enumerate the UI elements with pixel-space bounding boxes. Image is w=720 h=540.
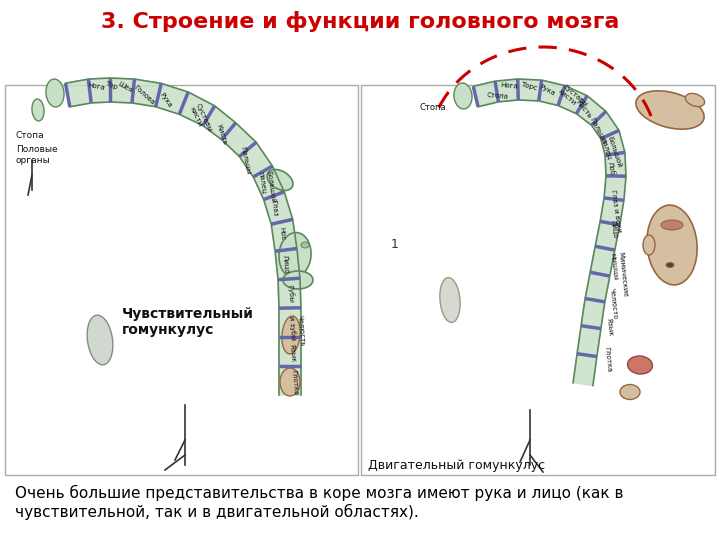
FancyBboxPatch shape <box>5 85 358 475</box>
Text: Пальцы: Пальцы <box>240 146 252 175</box>
Text: Половые
органы: Половые органы <box>16 145 58 165</box>
Ellipse shape <box>685 93 705 106</box>
Ellipse shape <box>636 91 704 129</box>
Ellipse shape <box>267 170 293 191</box>
Text: Тор: Тор <box>104 80 118 90</box>
FancyBboxPatch shape <box>361 85 715 475</box>
Text: 1: 1 <box>391 239 399 252</box>
Text: Голова: Голова <box>133 85 156 106</box>
Text: Нос: Нос <box>278 226 285 240</box>
Text: Глаз: Глаз <box>270 199 278 217</box>
Text: Глаз и веки: Глаз и веки <box>610 189 622 232</box>
Ellipse shape <box>301 242 309 248</box>
Text: Рука: Рука <box>158 92 173 109</box>
Text: Стопа: Стопа <box>16 131 45 139</box>
Text: Стопа: Стопа <box>487 92 509 100</box>
Ellipse shape <box>647 205 697 285</box>
Ellipse shape <box>87 315 113 365</box>
Ellipse shape <box>46 79 64 107</box>
Text: Кисть: Кисть <box>575 99 593 120</box>
Ellipse shape <box>620 384 640 400</box>
Text: Нога: Нога <box>87 82 105 91</box>
Ellipse shape <box>283 271 313 289</box>
Ellipse shape <box>643 235 655 255</box>
Ellipse shape <box>279 233 311 278</box>
Text: Большой
палец: Большой палец <box>600 135 623 170</box>
Ellipse shape <box>628 356 652 374</box>
Text: Глотка: Глотка <box>603 346 611 373</box>
Text: Челюсто: Челюсто <box>608 287 617 320</box>
Text: Торс: Торс <box>520 81 538 91</box>
Polygon shape <box>66 78 301 395</box>
Ellipse shape <box>666 262 674 267</box>
Ellipse shape <box>454 83 472 109</box>
Ellipse shape <box>440 278 460 322</box>
Text: Пальцы: Пальцы <box>589 116 608 144</box>
Text: Суставы
кисти: Суставы кисти <box>557 83 589 113</box>
Text: Двигательный гомункулус: Двигательный гомункулус <box>368 458 545 471</box>
Text: Рука: Рука <box>538 84 556 97</box>
Text: Лицо: Лицо <box>611 219 619 239</box>
Text: Шея: Шея <box>117 81 134 94</box>
Text: Чувствительный
гомункулус: Чувствительный гомункулус <box>122 307 254 337</box>
Text: Кисть: Кисть <box>215 123 228 145</box>
Text: Губы: Губы <box>286 285 294 303</box>
Ellipse shape <box>280 368 300 396</box>
Text: Челюсть
и зубы: Челюсть и зубы <box>288 315 305 348</box>
Text: Язык: Язык <box>606 318 614 336</box>
Ellipse shape <box>32 99 44 121</box>
Polygon shape <box>473 79 626 386</box>
Text: Большой
палец: Большой палец <box>258 170 276 205</box>
Text: Нога: Нога <box>500 82 518 90</box>
Text: Язык: Язык <box>289 343 297 362</box>
Text: 3. Строение и функции головного мозга: 3. Строение и функции головного мозга <box>101 11 619 32</box>
Ellipse shape <box>282 316 300 354</box>
Text: Стопа: Стопа <box>420 104 446 112</box>
Text: Глотка: Глотка <box>290 369 298 395</box>
Text: Очень большие представительства в коре мозга имеют рука и лицо (как в
чувствител: Очень большие представительства в коре м… <box>15 485 624 520</box>
Text: Мимические
мышцы: Мимические мышцы <box>610 252 628 298</box>
Text: Лоб: Лоб <box>607 161 616 176</box>
Text: Лицо: Лицо <box>283 254 291 274</box>
Ellipse shape <box>661 220 683 230</box>
Text: Суставы
кисти: Суставы кисти <box>188 103 213 136</box>
